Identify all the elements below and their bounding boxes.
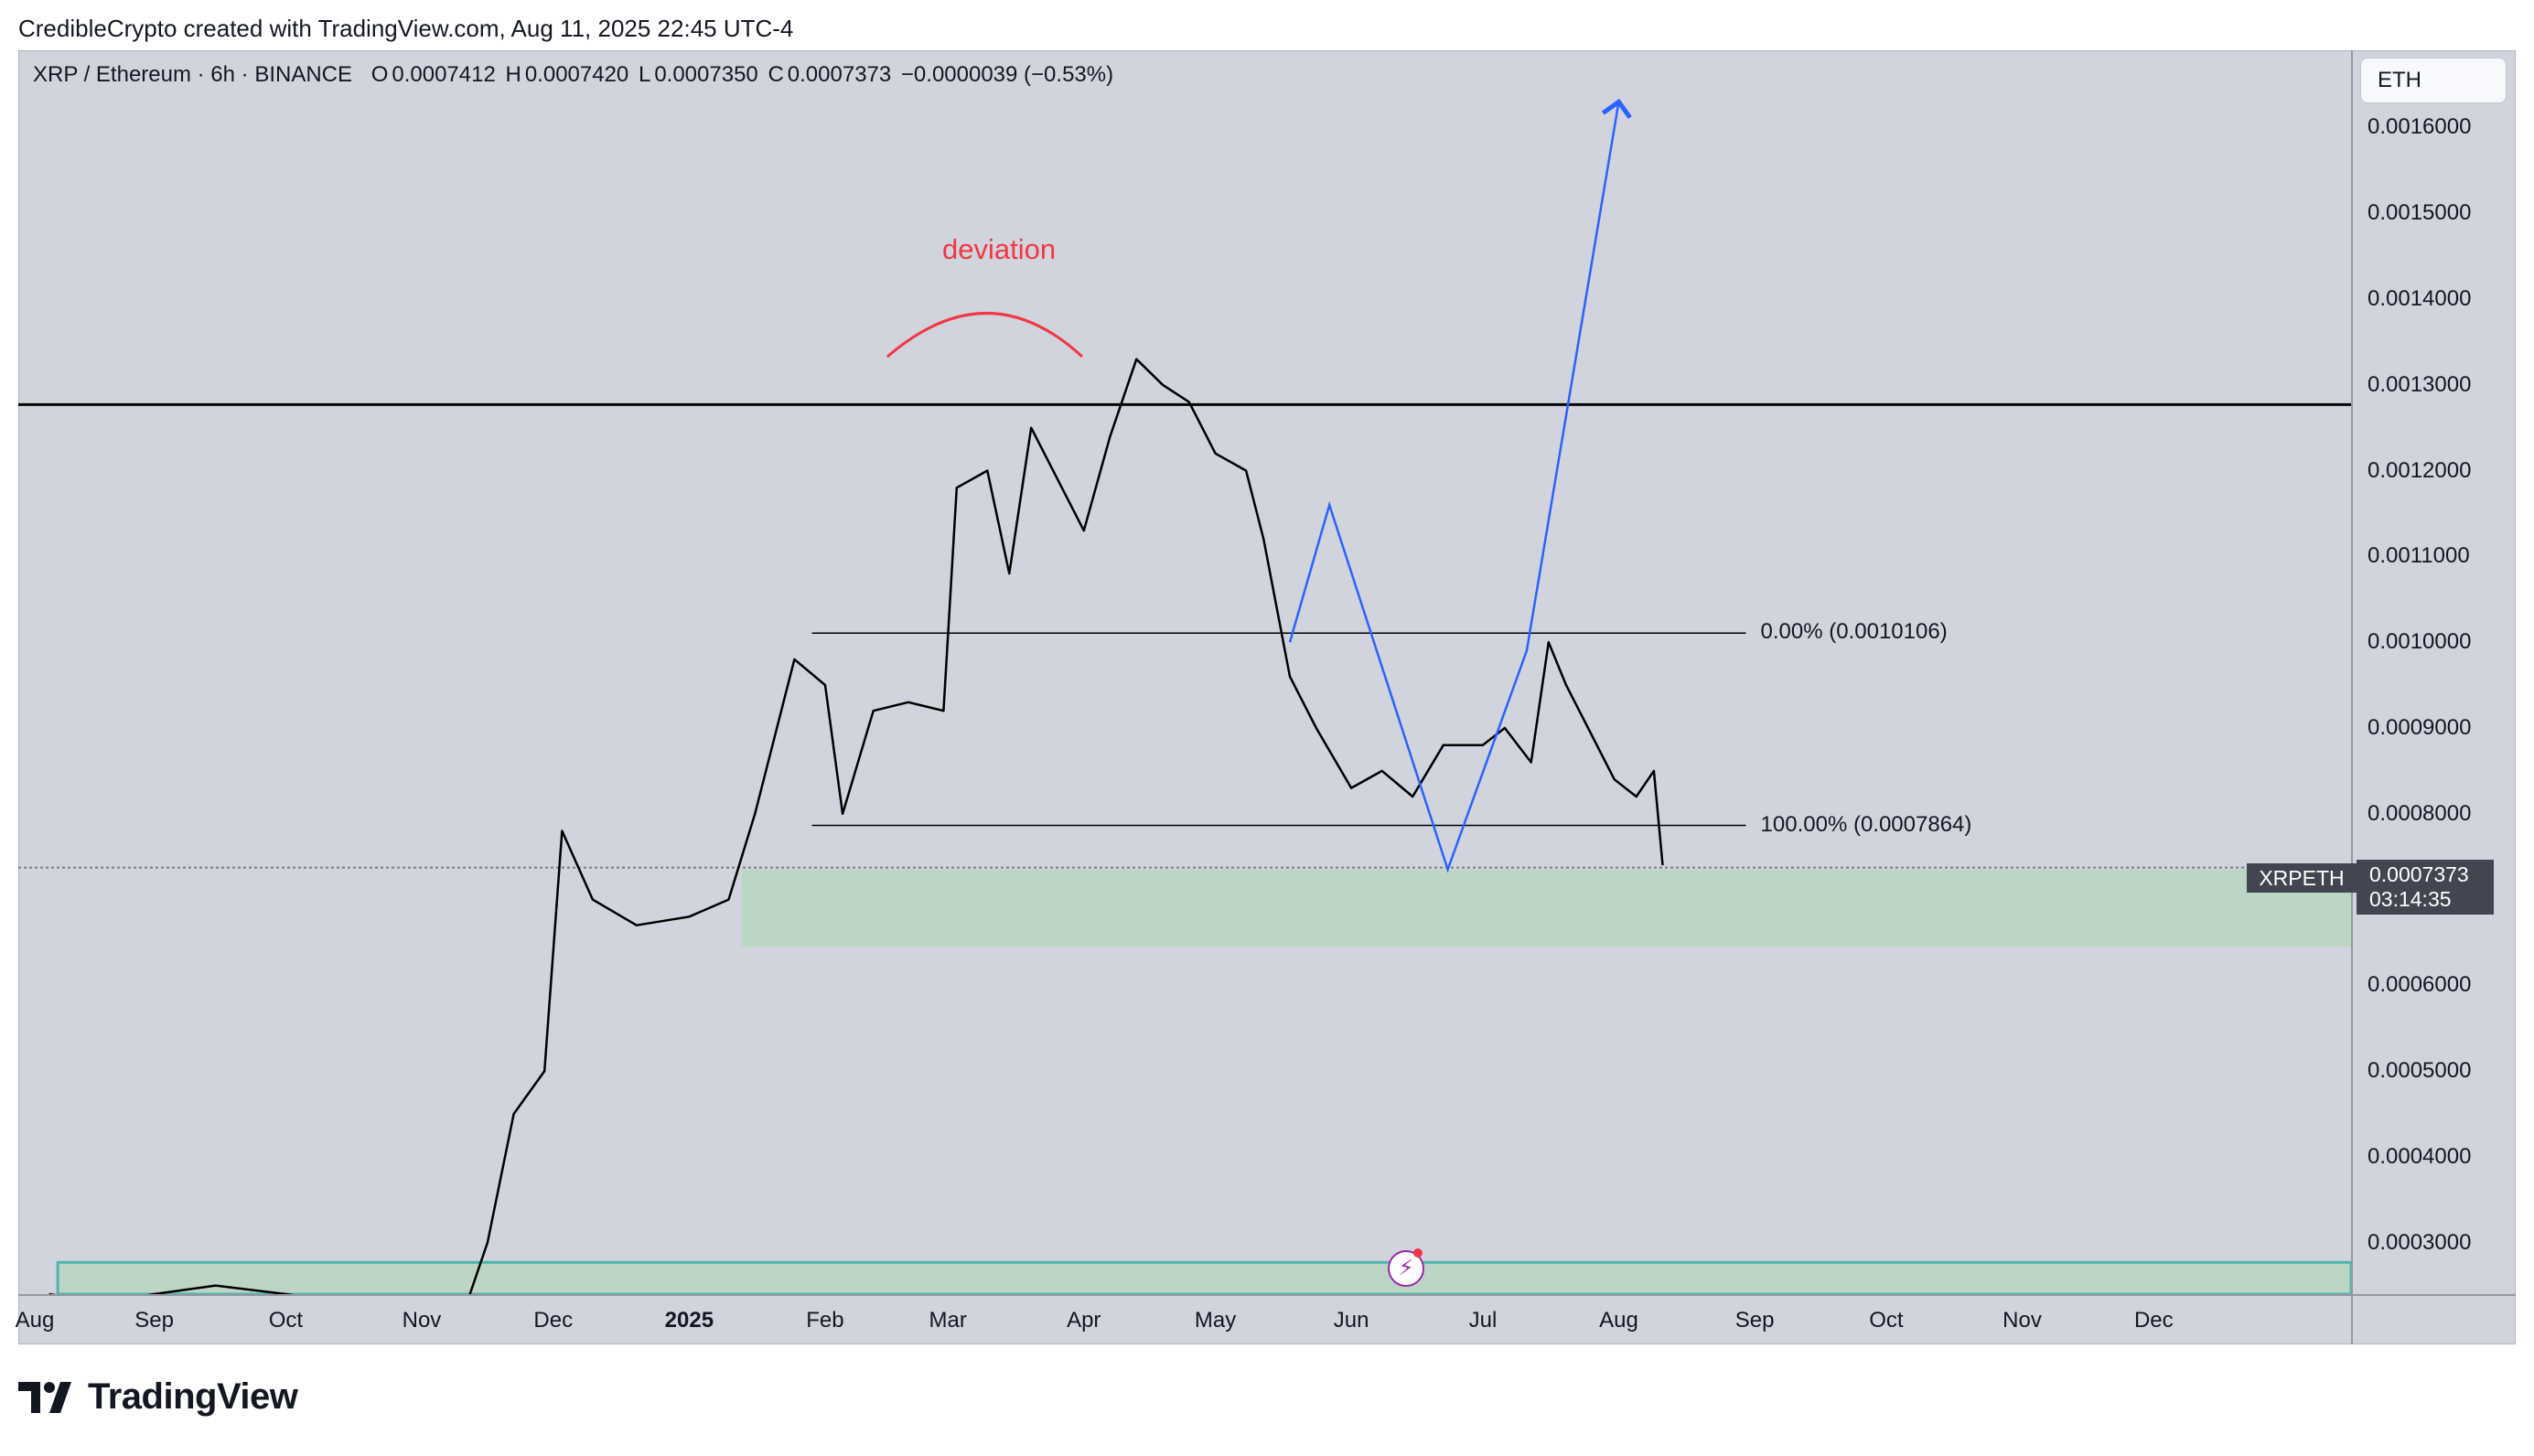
price-axis-tick: 0.0016000 bbox=[2368, 114, 2472, 140]
projection-path bbox=[1288, 98, 1632, 873]
time-axis-tick: Jul bbox=[1468, 1308, 1498, 1333]
price-series-line bbox=[48, 358, 1664, 1294]
time-axis-tick: Oct bbox=[1869, 1308, 1904, 1333]
low-label: L bbox=[638, 62, 651, 87]
tradingview-logo[interactable]: TradingView bbox=[18, 1376, 298, 1418]
symbol-price-tag: XRPETH bbox=[2247, 863, 2357, 893]
price-axis-tick: 0.0014000 bbox=[2368, 286, 2472, 311]
fib-level-100-label: 100.00% (0.0007864) bbox=[1760, 811, 1972, 837]
time-axis-tick: Nov bbox=[2003, 1308, 2042, 1333]
price-axis-tick: 0.0012000 bbox=[2368, 457, 2472, 483]
price-axis-tick: 0.0013000 bbox=[2368, 371, 2472, 397]
price-axis-tick: 0.0004000 bbox=[2368, 1143, 2472, 1169]
currency-button[interactable]: ETH bbox=[2360, 58, 2507, 103]
symbol-title[interactable]: XRP / Ethereum · 6h · BINANCE bbox=[33, 62, 353, 87]
price-axis-tick: 0.0005000 bbox=[2368, 1058, 2472, 1084]
change-value: −0.0000039 (−0.53%) bbox=[900, 62, 1114, 87]
price-axis-tick: 0.0006000 bbox=[2368, 972, 2472, 998]
time-axis-tick: Sep bbox=[134, 1308, 174, 1333]
time-axis-tick: Dec bbox=[2133, 1308, 2174, 1333]
time-axis-tick: Feb bbox=[806, 1308, 844, 1333]
time-axis-tick: Apr bbox=[1067, 1308, 1101, 1333]
time-axis-tick: Aug bbox=[1599, 1308, 1638, 1333]
last-price-tag: 0.0007373 03:14:35 bbox=[2357, 860, 2494, 915]
price-chart[interactable] bbox=[18, 50, 2351, 1294]
last-price-value: 0.0007373 bbox=[2369, 862, 2469, 886]
deviation-label: deviation bbox=[942, 233, 1057, 265]
chart-attribution: CredibleCrypto created with TradingView.… bbox=[18, 15, 794, 42]
time-axis-separator bbox=[18, 1294, 2516, 1296]
tradingview-logo-icon bbox=[18, 1381, 71, 1413]
price-axis-tick: 0.0008000 bbox=[2368, 800, 2472, 826]
chart-frame bbox=[18, 50, 2516, 1344]
time-axis-tick: May bbox=[1194, 1308, 1237, 1333]
price-axis-tick: 0.0010000 bbox=[2368, 629, 2472, 655]
notification-dot bbox=[1413, 1248, 1423, 1258]
tradingview-wordmark: TradingView bbox=[88, 1376, 298, 1417]
time-axis-tick: Jun bbox=[1333, 1308, 1369, 1333]
time-axis-tick: Mar bbox=[929, 1308, 967, 1333]
open-label: O bbox=[370, 62, 389, 87]
bar-countdown: 03:14:35 bbox=[2369, 887, 2452, 911]
price-axis-tick: 0.0009000 bbox=[2368, 714, 2472, 740]
price-axis-tick: 0.0015000 bbox=[2368, 200, 2472, 226]
symbol-legend: XRP / Ethereum · 6h · BINANCE O 0.0007412… bbox=[33, 62, 1117, 88]
open-value: 0.0007412 bbox=[392, 62, 496, 87]
high-value: 0.0007420 bbox=[524, 62, 629, 87]
support-zone bbox=[56, 1260, 2351, 1294]
time-axis-tick: Oct bbox=[268, 1308, 304, 1333]
deviation-arc bbox=[886, 312, 1084, 359]
high-label: H bbox=[505, 62, 521, 87]
support-zone bbox=[741, 869, 2351, 947]
time-axis-tick: Dec bbox=[533, 1308, 574, 1333]
price-axis-tick: 0.0011000 bbox=[2368, 543, 2470, 569]
time-axis-tick: Aug bbox=[15, 1308, 55, 1333]
close-value: 0.0007373 bbox=[787, 62, 892, 87]
price-axis-separator bbox=[2351, 50, 2353, 1344]
time-axis-tick: 2025 bbox=[664, 1308, 714, 1333]
price-axis-tick: 0.0003000 bbox=[2368, 1229, 2472, 1255]
low-value: 0.0007350 bbox=[654, 62, 758, 87]
time-axis-tick: Nov bbox=[402, 1308, 442, 1333]
fib-level-0-label: 0.00% (0.0010106) bbox=[1760, 619, 1948, 645]
close-label: C bbox=[768, 62, 784, 87]
time-axis-tick: Sep bbox=[1734, 1308, 1775, 1333]
